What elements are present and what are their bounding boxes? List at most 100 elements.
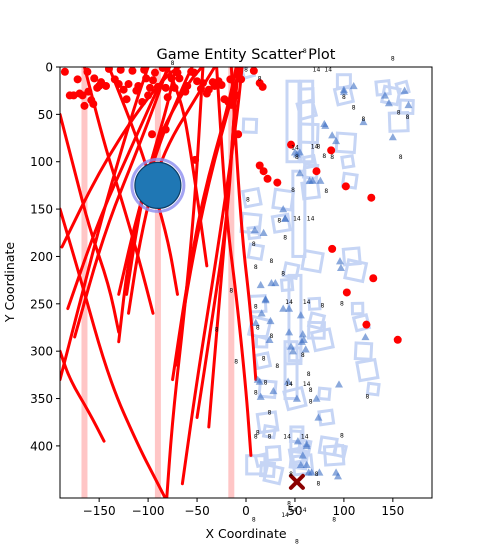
x-tick-label: 50 (287, 504, 302, 518)
triangle-marker (301, 345, 310, 353)
point-label: 8 (320, 303, 324, 310)
point-label: 8 (268, 410, 272, 417)
plot-area (60, 67, 415, 498)
chart-title: Game Entity Scatter Plot (157, 47, 336, 63)
square-marker (309, 327, 335, 353)
triangle-marker (284, 377, 293, 385)
square-marker (300, 248, 325, 274)
red-point (163, 93, 172, 102)
point-label: 8 (295, 154, 299, 161)
red-point (116, 67, 125, 74)
red-point (341, 182, 350, 191)
point-label: 14 (285, 299, 293, 306)
triangle-marker (279, 205, 288, 213)
point-label: 8 (330, 154, 334, 161)
red-point (90, 74, 99, 83)
point-label: 8 (256, 324, 260, 331)
triangle-marker (312, 394, 321, 402)
square-marker (257, 378, 278, 400)
triangle-marker (285, 328, 294, 336)
point-label: 8 (301, 352, 305, 359)
y-tick-label: 150 (30, 203, 53, 217)
square-marker (343, 258, 369, 284)
red-point (146, 83, 155, 92)
triangle-marker (292, 394, 301, 402)
red-point (144, 91, 153, 100)
red-point (84, 87, 93, 96)
point-label: 8 (365, 394, 369, 401)
triangle-marker (359, 117, 368, 126)
square-marker (253, 452, 270, 469)
y-tick-label: 300 (30, 345, 53, 359)
triangle-marker (296, 460, 305, 469)
point-label: 8 (397, 109, 401, 116)
red-point (80, 101, 89, 110)
square-marker (353, 341, 374, 361)
point-label: 8 (289, 471, 293, 478)
point-label: 14 (303, 299, 311, 306)
square-marker (331, 442, 349, 459)
triangle-marker (285, 304, 294, 312)
triangle-marker (293, 437, 302, 445)
red-point (191, 155, 200, 164)
triangle-marker (296, 311, 305, 319)
point-label: 8 (303, 48, 307, 55)
red-trajectory (73, 67, 170, 339)
red-point (175, 74, 184, 83)
square-marker (253, 351, 273, 371)
point-label: 8 (309, 387, 313, 394)
square-marker (270, 212, 292, 234)
point-label: 14 (307, 215, 315, 222)
square-marker (340, 154, 356, 170)
red-point (393, 335, 402, 344)
red-trajectory (60, 207, 167, 498)
triangle-marker (295, 169, 304, 177)
red-point (198, 79, 207, 88)
point-label: 8 (254, 433, 258, 440)
point-label: 8 (256, 430, 260, 437)
y-tick-label: 100 (30, 155, 53, 169)
triangle-marker (257, 309, 266, 317)
red-point (140, 67, 149, 74)
red-trajectory (60, 349, 106, 443)
square-marker (246, 242, 266, 261)
triangle-marker (295, 148, 304, 156)
red-point (232, 91, 241, 100)
triangle-marker (388, 133, 397, 141)
red-point (83, 67, 92, 76)
red-point (148, 130, 157, 139)
y-tick-label: 250 (30, 297, 53, 311)
square-marker (285, 79, 301, 164)
point-label: 8 (309, 398, 313, 405)
red-point (150, 68, 159, 77)
x-tick-label: 100 (332, 504, 355, 518)
red-point (89, 99, 98, 108)
red-point (124, 80, 133, 89)
red-point (226, 75, 235, 84)
square-marker (258, 461, 277, 479)
triangle-marker (298, 330, 307, 338)
red-point (183, 81, 192, 90)
red-point (119, 85, 128, 94)
triangle-marker (314, 413, 323, 421)
red-trajectory (60, 112, 121, 334)
triangle-marker (302, 460, 311, 469)
point-label: 14 (281, 512, 289, 519)
triangle-marker (316, 176, 325, 184)
point-label: 8 (262, 356, 266, 363)
point-label: 14 (285, 381, 293, 388)
point-label: 8 (264, 379, 268, 386)
triangle-marker (349, 81, 358, 90)
triangle-marker (256, 392, 265, 400)
red-point (263, 174, 272, 183)
point-label: 8 (252, 517, 256, 524)
point-label: 8 (291, 187, 295, 194)
point-label: 8 (229, 287, 233, 294)
point-label: 14 (289, 507, 297, 514)
red-trajectory (166, 67, 209, 268)
x-axis: −150 −100 −50 0 50 100 150 (83, 498, 404, 518)
red-point (328, 244, 337, 253)
triangle-marker (339, 87, 348, 95)
triangle-marker (269, 386, 278, 395)
y-tick-label: 400 (30, 439, 53, 453)
